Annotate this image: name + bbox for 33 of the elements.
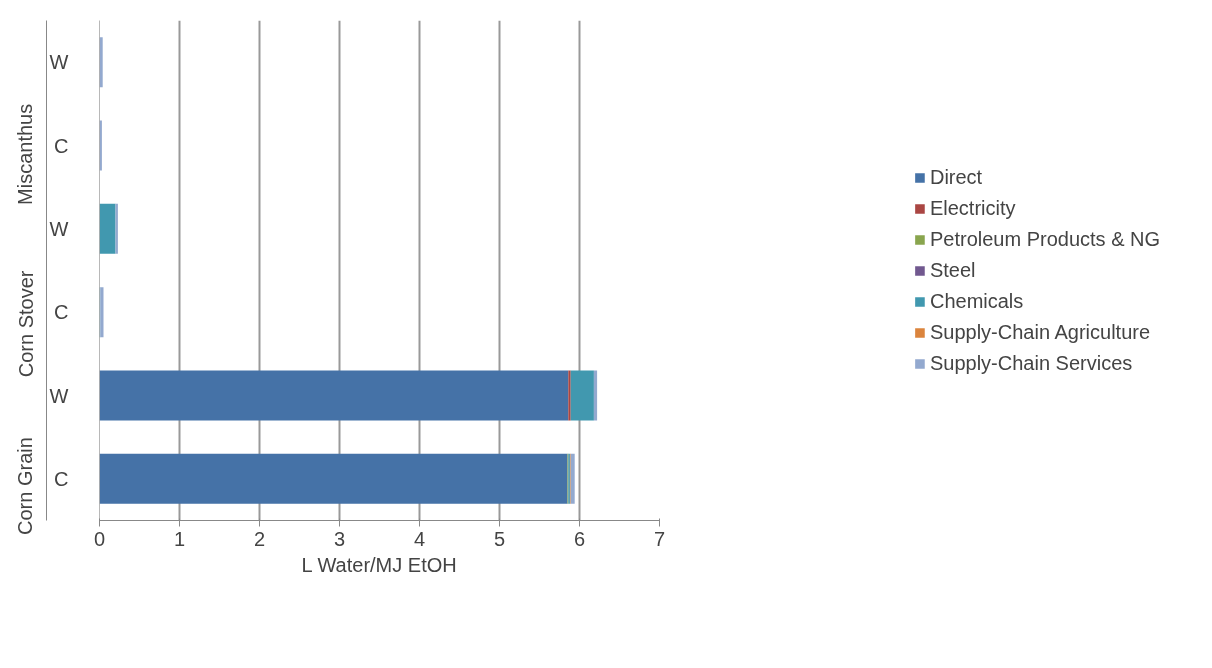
x-tick-label: 0 [93, 527, 106, 550]
bar [99, 453, 568, 504]
bar [570, 370, 594, 421]
x-tick-label: 6 [573, 527, 586, 550]
x-tick-label: 7 [653, 527, 666, 550]
legend-label: Supply-Chain Services [929, 351, 1133, 375]
y-tick-label: W [49, 217, 69, 240]
y-tick-label: W [49, 384, 69, 407]
x-tick-label: 5 [493, 527, 506, 550]
bar [99, 203, 116, 254]
text: Corn Grain [14, 437, 37, 535]
x-tick-label: 2 [253, 527, 266, 550]
bar [593, 370, 598, 421]
y-tick-label: C [54, 134, 69, 157]
x-axis-title: L Water/MJ EtOH [301, 553, 457, 576]
bar [99, 370, 569, 421]
legend-label: Direct [929, 165, 983, 189]
legend-label: Supply-Chain Agriculture [929, 320, 1151, 344]
bar [99, 37, 103, 88]
x-tick-label: 4 [413, 527, 426, 550]
x-tick-label: 3 [333, 527, 346, 550]
legend-label: Chemicals [929, 289, 1024, 313]
y-tick-label: W [49, 51, 69, 74]
legend-label: Steel [929, 258, 976, 282]
legend-label: Petroleum Products & NG [929, 227, 1161, 251]
bar [568, 370, 571, 421]
x-tick-label: 1 [173, 527, 186, 550]
y-tick-label: C [54, 467, 69, 490]
legend-label: Electricity [929, 196, 1016, 220]
text: Miscanthus [14, 103, 37, 205]
text: Corn Stover [14, 270, 37, 378]
bar [570, 453, 575, 504]
y-tick-label: C [54, 301, 69, 324]
